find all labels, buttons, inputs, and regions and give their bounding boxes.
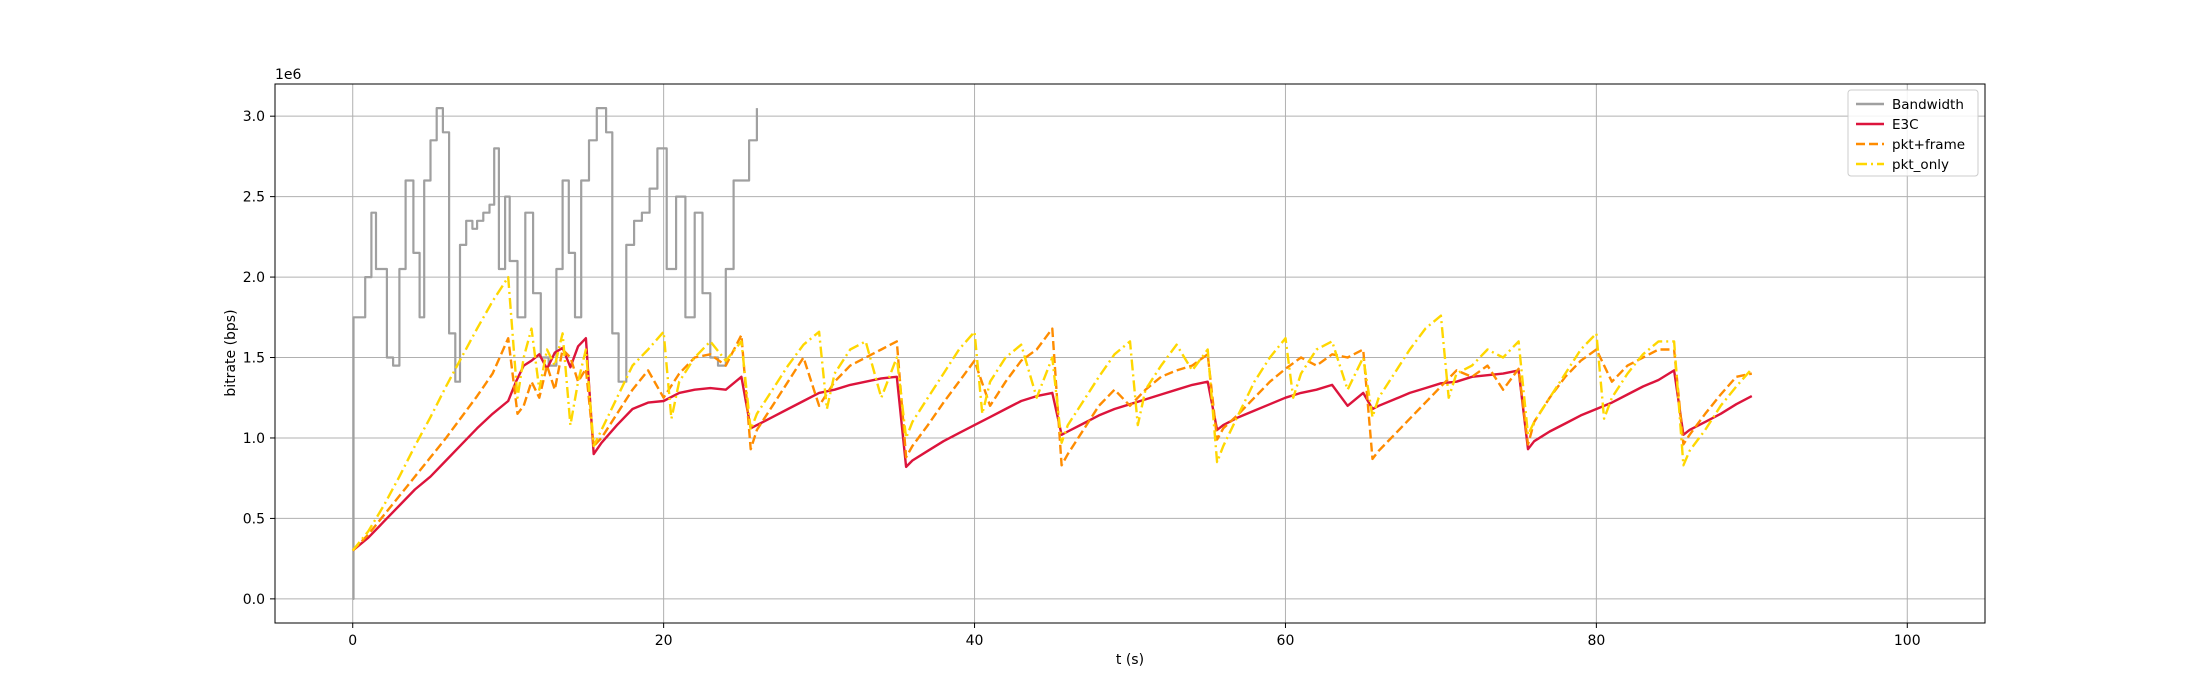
x-tick-label: 100 [1894,633,1921,649]
y-tick-label: 3.0 [243,109,265,125]
y-axis: 0.0 0.5 1.0 1.5 2.0 2.5 3.0 [243,109,275,608]
y-tick-label: 1.0 [243,431,265,447]
legend-box [1847,89,1979,177]
y-tick-label: 2.5 [243,190,265,206]
x-axis: 0 20 40 60 80 100 [348,623,1921,649]
legend-label: Bandwidth [1892,97,1964,113]
legend-label: pkt_only [1892,157,1949,173]
y-offset-label: 1e6 [275,67,302,83]
y-tick-label: 2.0 [243,270,265,286]
legend-label: pkt+frame [1892,137,1965,153]
series-layer [351,107,1753,600]
y-axis-label: bitrate (bps) [223,309,239,396]
plot-area [275,84,1985,623]
series-bandwidth [352,107,758,600]
plot-frame [274,83,1986,624]
x-tick-label: 0 [348,633,357,649]
y-tick-label: 0.5 [243,511,265,527]
series-pkt-only [351,275,1753,552]
x-tick-label: 60 [1277,633,1295,649]
legend: Bandwidth E3C pkt+frame pkt_only [1847,89,1979,177]
y-tick-label: 0.0 [243,592,265,608]
legend-label: E3C [1892,117,1919,133]
x-tick-label: 20 [655,633,673,649]
x-tick-label: 80 [1587,633,1605,649]
x-axis-label: t (s) [1116,652,1144,668]
y-tick-label: 1.5 [243,351,265,367]
x-tick-label: 40 [966,633,984,649]
